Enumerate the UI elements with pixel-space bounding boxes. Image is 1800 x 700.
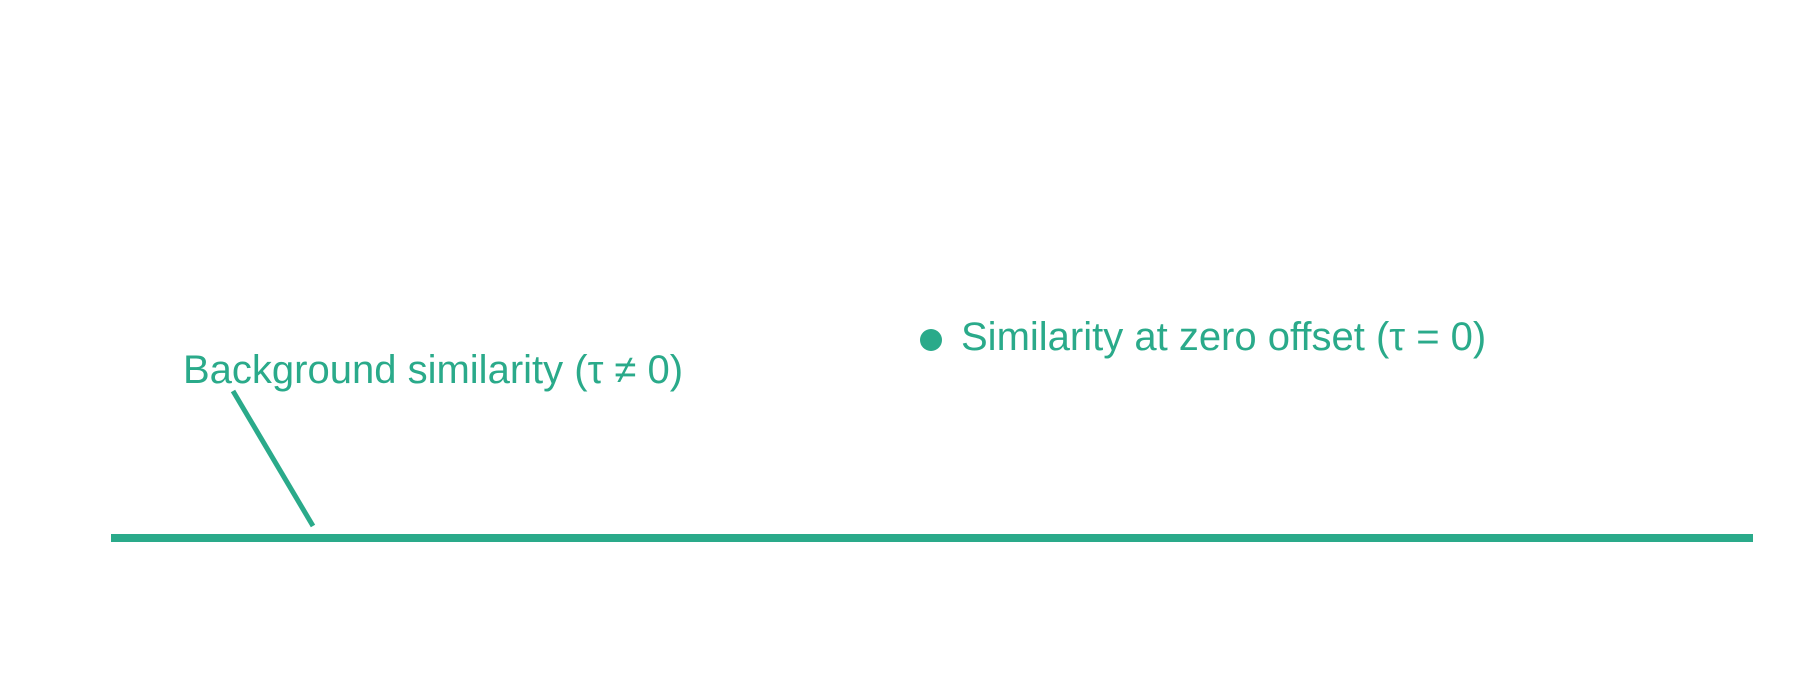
zero-offset-label: Similarity at zero offset (τ = 0) xyxy=(961,315,1486,359)
background-leader-line xyxy=(230,389,316,528)
zero-offset-marker xyxy=(920,329,942,351)
background-similarity-label: Background similarity (τ ≠ 0) xyxy=(183,348,683,392)
